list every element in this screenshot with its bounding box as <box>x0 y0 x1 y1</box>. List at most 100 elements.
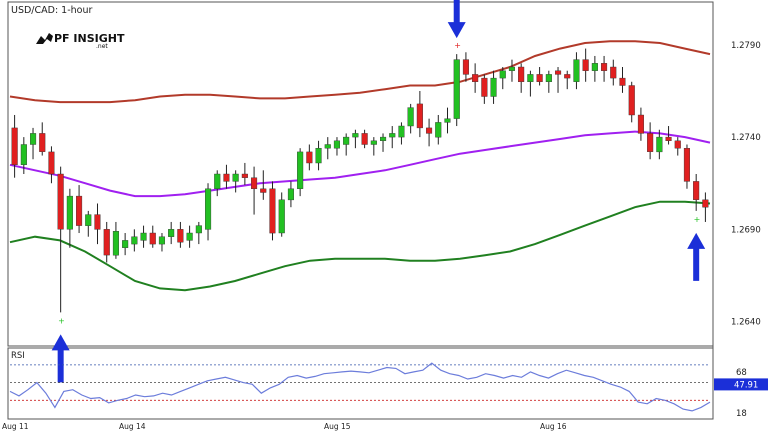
time-tick-label: Aug 16 <box>540 422 567 431</box>
bearish-candle <box>582 59 589 71</box>
rsi-reference-levels <box>10 364 710 401</box>
bearish-candle <box>250 177 258 189</box>
bearish-candle <box>149 232 156 245</box>
bearish-candle <box>610 66 617 79</box>
bullish-candle <box>398 125 405 138</box>
bearish-candle <box>39 133 46 152</box>
middle-moving-average <box>9 130 711 198</box>
bullish-candle <box>352 133 359 138</box>
bearish-candle <box>628 85 635 116</box>
bullish-candle <box>389 133 396 138</box>
up-arrow-icon <box>51 334 70 383</box>
bullish-candle <box>527 74 534 83</box>
up-arrow-icon <box>687 232 706 281</box>
bearish-candle <box>260 188 267 193</box>
bullish-candle <box>453 59 460 119</box>
bullish-candle <box>380 136 387 142</box>
bearish-candle <box>647 133 654 152</box>
rsi-line <box>9 362 711 412</box>
time-axis: Aug 11 Aug 14 Aug 15 Aug 16 <box>2 422 567 431</box>
bearish-candle <box>601 63 608 71</box>
bearish-candle <box>306 151 313 164</box>
lower-bollinger-band <box>9 200 711 292</box>
bearish-candle <box>426 127 433 134</box>
bullish-candle <box>333 140 341 149</box>
bearish-candle <box>57 173 64 230</box>
bullish-candle <box>297 151 304 189</box>
rsi-current-value-badge <box>714 378 768 391</box>
rsi-tick-label: 18 <box>736 409 747 419</box>
bullish-candle <box>20 144 27 165</box>
bullish-candle <box>131 236 138 245</box>
bullish-candle <box>315 147 322 164</box>
candlestick-series <box>11 48 709 313</box>
bullish-candle <box>278 199 285 234</box>
bearish-candle <box>103 229 110 256</box>
rsi-current-value: 47.91 <box>734 380 758 390</box>
bearish-candle <box>462 59 470 75</box>
bearish-candle <box>702 199 709 208</box>
time-tick-label: Aug 11 <box>2 422 29 431</box>
down-arrow-icon <box>447 0 466 39</box>
watermark-brand: PF INSIGHT <box>54 32 125 45</box>
bullish-candle <box>545 74 552 83</box>
bearish-candle <box>665 136 672 142</box>
bearish-candle <box>564 74 571 79</box>
bearish-candle <box>241 173 248 178</box>
bullish-candle <box>508 66 516 71</box>
bullish-candle <box>195 225 202 234</box>
bullish-candle <box>204 188 212 230</box>
bearish-candle <box>75 195 83 226</box>
sell-signal-marker: + <box>454 41 461 50</box>
bearish-candle <box>269 188 276 234</box>
rsi-panel <box>7 347 714 420</box>
watermark-suffix: .net <box>96 43 108 50</box>
buy-signal-marker: + <box>58 316 65 325</box>
bearish-candle <box>555 70 562 75</box>
bullish-candle <box>232 173 239 182</box>
bearish-candle <box>536 74 543 83</box>
bullish-candle <box>490 77 497 97</box>
rsi-label: RSI <box>11 351 25 361</box>
time-tick-label: Aug 14 <box>119 422 146 431</box>
rsi-tick-label: 68 <box>736 368 747 378</box>
price-tick-label: 1.2690 <box>731 225 761 235</box>
bullish-candle <box>435 122 442 138</box>
bearish-candle <box>693 181 700 200</box>
bullish-candle <box>444 118 451 123</box>
bullish-candle <box>122 240 129 248</box>
bearish-candle <box>683 147 690 182</box>
bearish-candle <box>416 103 423 129</box>
watermark-logo: PF INSIGHT .net <box>36 32 125 50</box>
price-tick-label: 1.2740 <box>731 133 761 143</box>
buy-signal-marker: + <box>694 215 701 224</box>
bullish-candle <box>324 144 331 149</box>
bearish-candle <box>177 229 184 243</box>
bullish-candle <box>407 107 414 127</box>
bullish-candle <box>158 236 166 245</box>
signal-markers: + + + <box>51 0 706 383</box>
bearish-candle <box>481 77 488 97</box>
bearish-candle <box>361 133 368 145</box>
bearish-candle <box>11 127 18 166</box>
bearish-candle <box>48 151 55 175</box>
bullish-candle <box>186 232 193 241</box>
bullish-candle <box>214 173 221 190</box>
upper-bollinger-band <box>9 40 711 104</box>
chart-title: USD/CAD: 1-hour <box>11 5 92 16</box>
bullish-candle <box>85 214 92 226</box>
bullish-candle <box>656 136 663 153</box>
bearish-candle <box>518 66 525 83</box>
bearish-candle <box>472 74 479 83</box>
bullish-candle <box>591 63 598 71</box>
price-tick-label: 1.2790 <box>731 41 761 51</box>
bullish-candle <box>30 133 37 145</box>
price-tick-label: 1.2640 <box>731 318 761 328</box>
bullish-candle <box>499 70 506 79</box>
bullish-candle <box>370 140 377 145</box>
bull-logo-icon <box>36 33 53 44</box>
bearish-candle <box>94 214 101 230</box>
bullish-candle <box>287 188 295 201</box>
bullish-candle <box>140 232 147 241</box>
